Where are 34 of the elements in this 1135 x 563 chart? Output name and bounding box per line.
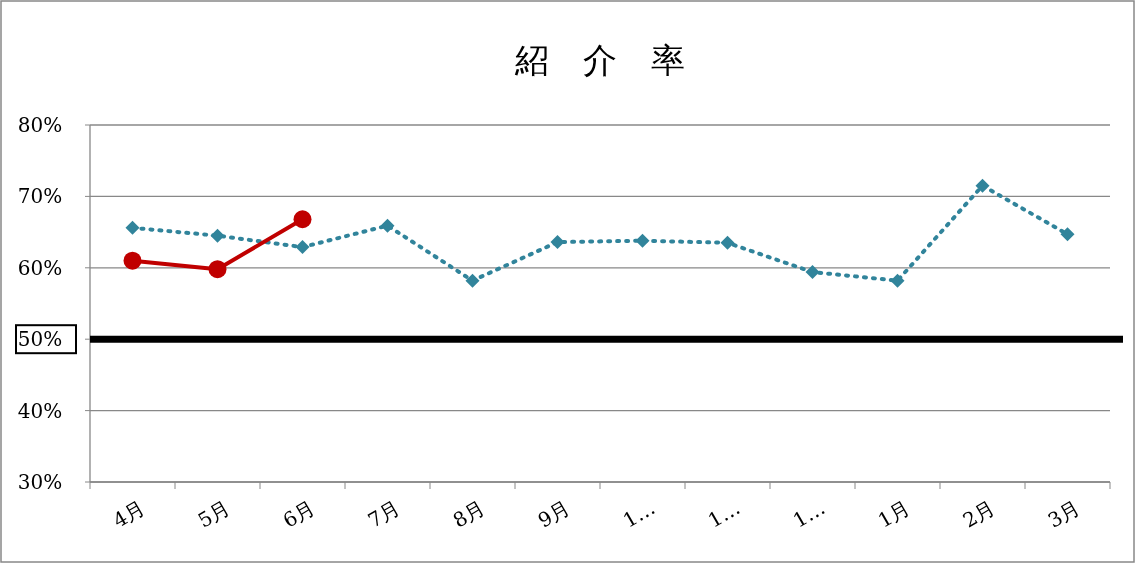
point: [890, 273, 905, 288]
x-tick-label: 3月: [1043, 495, 1085, 533]
y-tick-label: 40%: [17, 398, 63, 423]
point: [720, 235, 735, 250]
point: [635, 233, 650, 248]
x-tick-label: 8月: [448, 495, 490, 533]
y-tick-label: 30%: [17, 470, 63, 494]
point: [123, 251, 142, 270]
x-tick-label: 1…: [703, 495, 745, 533]
point: [1060, 227, 1075, 242]
x-tick-label: 1…: [788, 495, 830, 533]
x-tick-label: 5月: [193, 495, 235, 533]
point: [975, 178, 990, 193]
x-tick-label: 7月: [363, 495, 405, 533]
point: [380, 218, 395, 233]
point: [805, 265, 820, 280]
point: [295, 240, 310, 255]
x-tick-label: 6月: [278, 495, 320, 533]
x-tick-label: 4月: [108, 495, 150, 533]
point: [208, 260, 227, 279]
point: [465, 273, 480, 288]
x-tick-label: 2月: [958, 495, 1000, 533]
point: [293, 210, 312, 229]
x-tick-label: 1…: [618, 495, 660, 533]
point: [210, 228, 225, 243]
y-tick-label: 80%: [17, 113, 63, 137]
chart-title: 紹 介 率: [514, 40, 685, 80]
point: [550, 235, 565, 250]
y-tick-label: 60%: [17, 255, 63, 280]
y-tick-label: 50%: [17, 327, 63, 352]
point: [125, 220, 140, 235]
y-tick-label: 70%: [17, 184, 63, 209]
x-tick-label: 1月: [873, 495, 915, 533]
x-tick-label: 9月: [533, 495, 575, 533]
